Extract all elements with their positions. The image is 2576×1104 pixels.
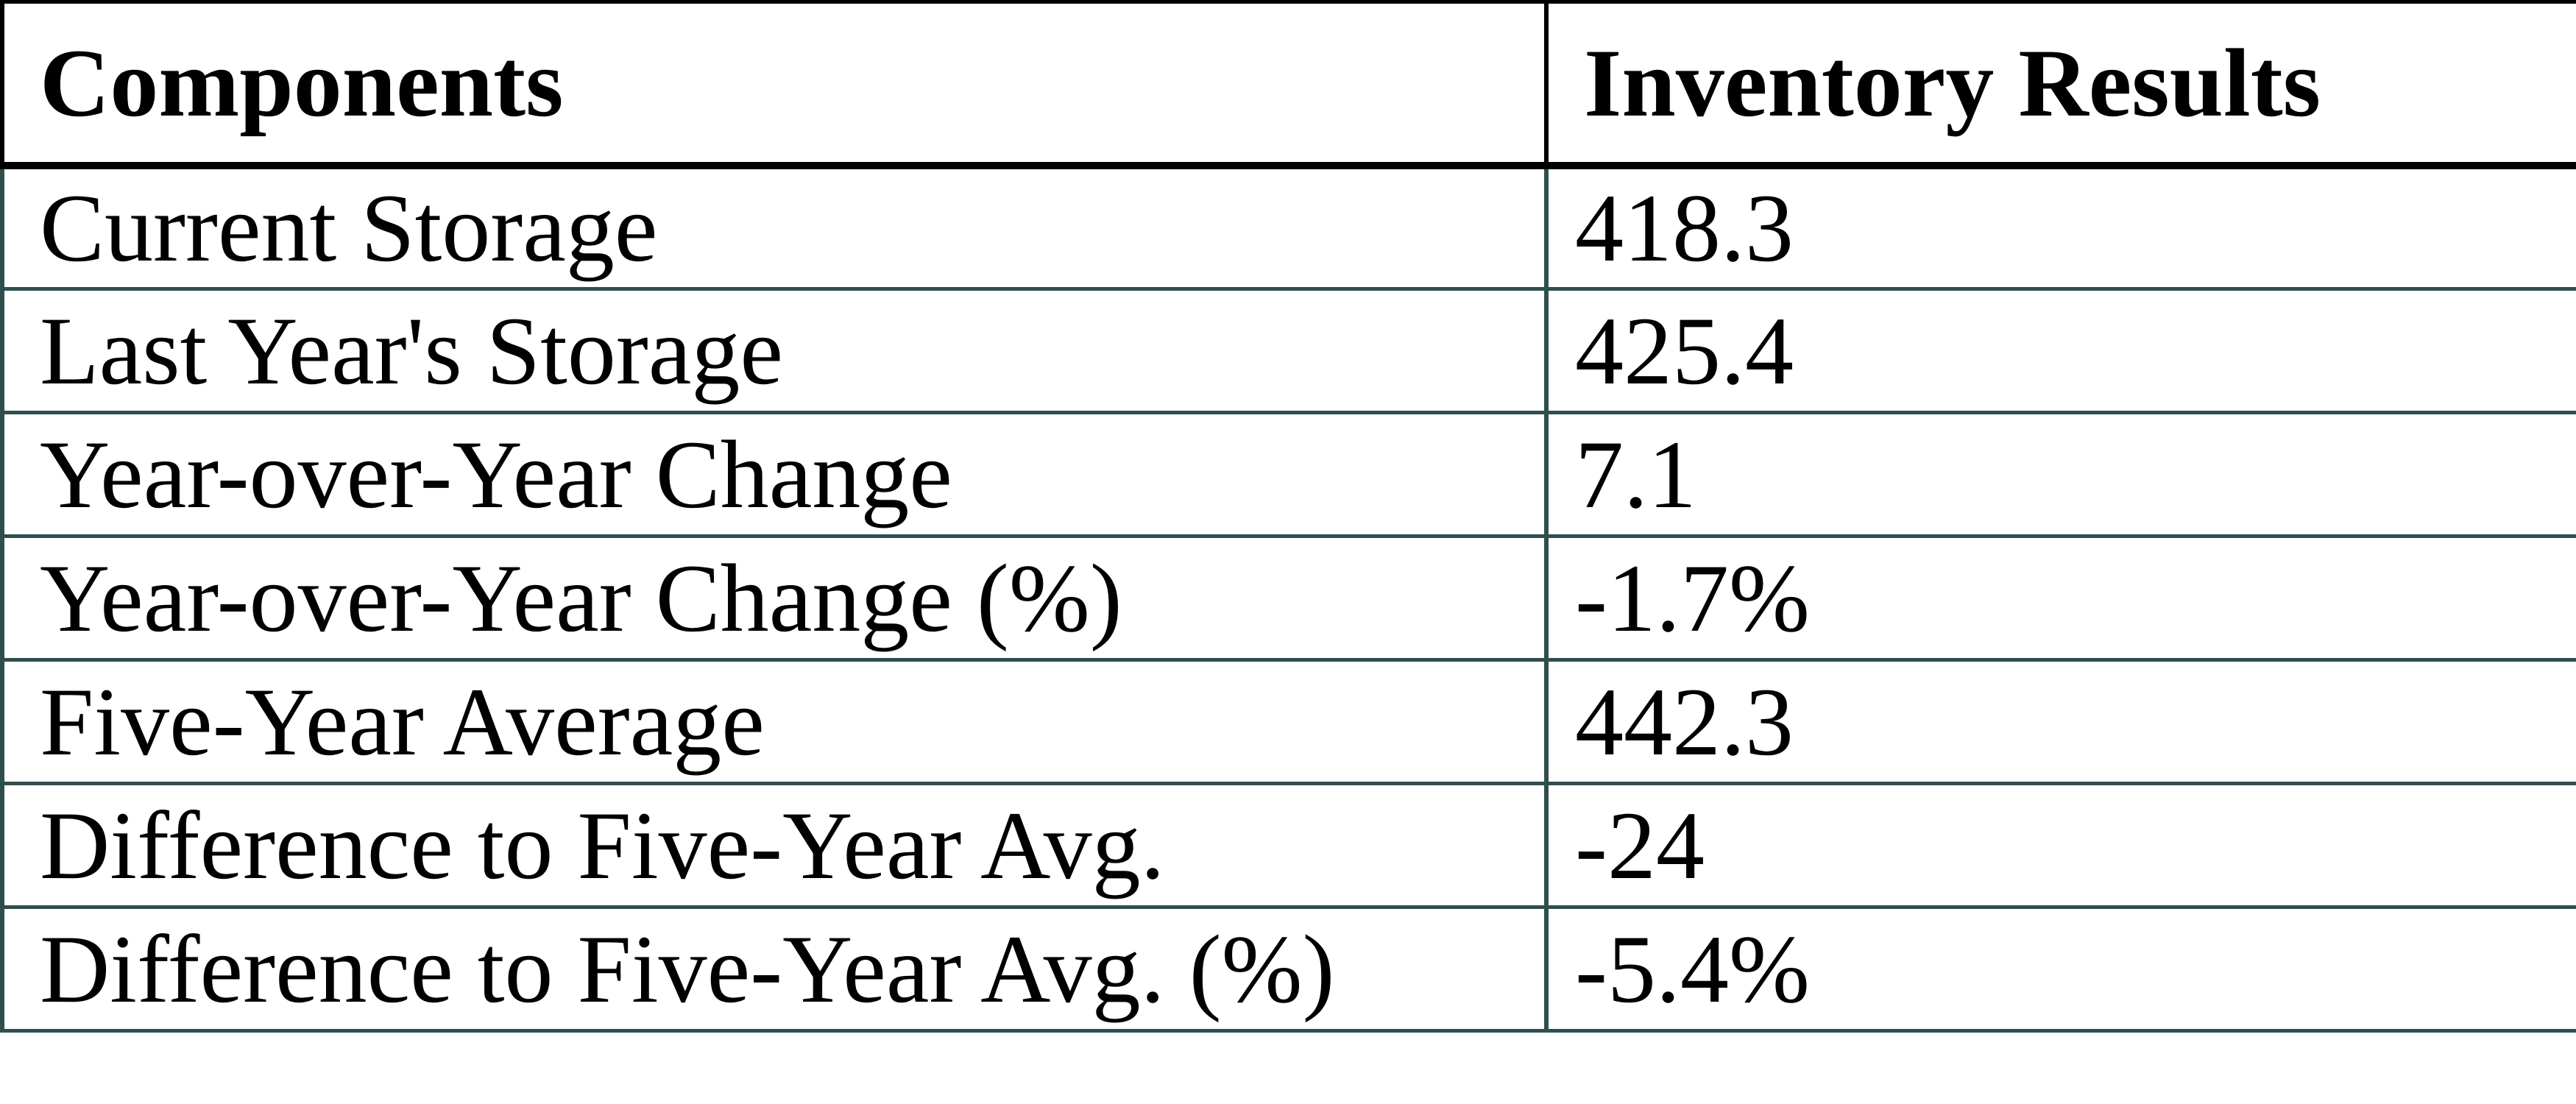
- row-value-diff-five-year-avg-pct: -5.4%: [1546, 907, 2576, 1033]
- row-label-yoy-change: Year-over-Year Change: [0, 412, 1549, 538]
- row-label-yoy-change-pct: Year-over-Year Change (%): [0, 536, 1549, 662]
- column-header-components: Components: [0, 0, 1549, 169]
- row-label-diff-five-year-avg-pct: Difference to Five-Year Avg. (%): [0, 907, 1549, 1033]
- table-row: Last Year's Storage 425.4: [0, 289, 2576, 414]
- row-value-yoy-change-pct: -1.7%: [1546, 536, 2576, 662]
- inventory-results-table: Components Inventory Results Current Sto…: [0, 0, 2576, 1033]
- row-value-current-storage: 418.3: [1546, 165, 2576, 291]
- row-value-yoy-change: 7.1: [1546, 412, 2576, 538]
- row-label-last-years-storage: Last Year's Storage: [0, 289, 1549, 414]
- row-value-last-years-storage: 425.4: [1546, 289, 2576, 414]
- row-label-current-storage: Current Storage: [0, 165, 1549, 291]
- row-value-five-year-average: 442.3: [1546, 659, 2576, 785]
- table-row: Five-Year Average 442.3: [0, 659, 2576, 785]
- table-row: Year-over-Year Change (%) -1.7%: [0, 536, 2576, 662]
- column-header-inventory-results: Inventory Results: [1546, 0, 2576, 169]
- row-value-diff-five-year-avg: -24: [1546, 783, 2576, 909]
- table-row: Current Storage 418.3: [0, 165, 2576, 291]
- row-label-diff-five-year-avg: Difference to Five-Year Avg.: [0, 783, 1549, 909]
- table-row: Difference to Five-Year Avg. (%) -5.4%: [0, 907, 2576, 1033]
- table-row: Difference to Five-Year Avg. -24: [0, 783, 2576, 909]
- header-row: Components Inventory Results: [0, 0, 2576, 169]
- table-row: Year-over-Year Change 7.1: [0, 412, 2576, 538]
- row-label-five-year-average: Five-Year Average: [0, 659, 1549, 785]
